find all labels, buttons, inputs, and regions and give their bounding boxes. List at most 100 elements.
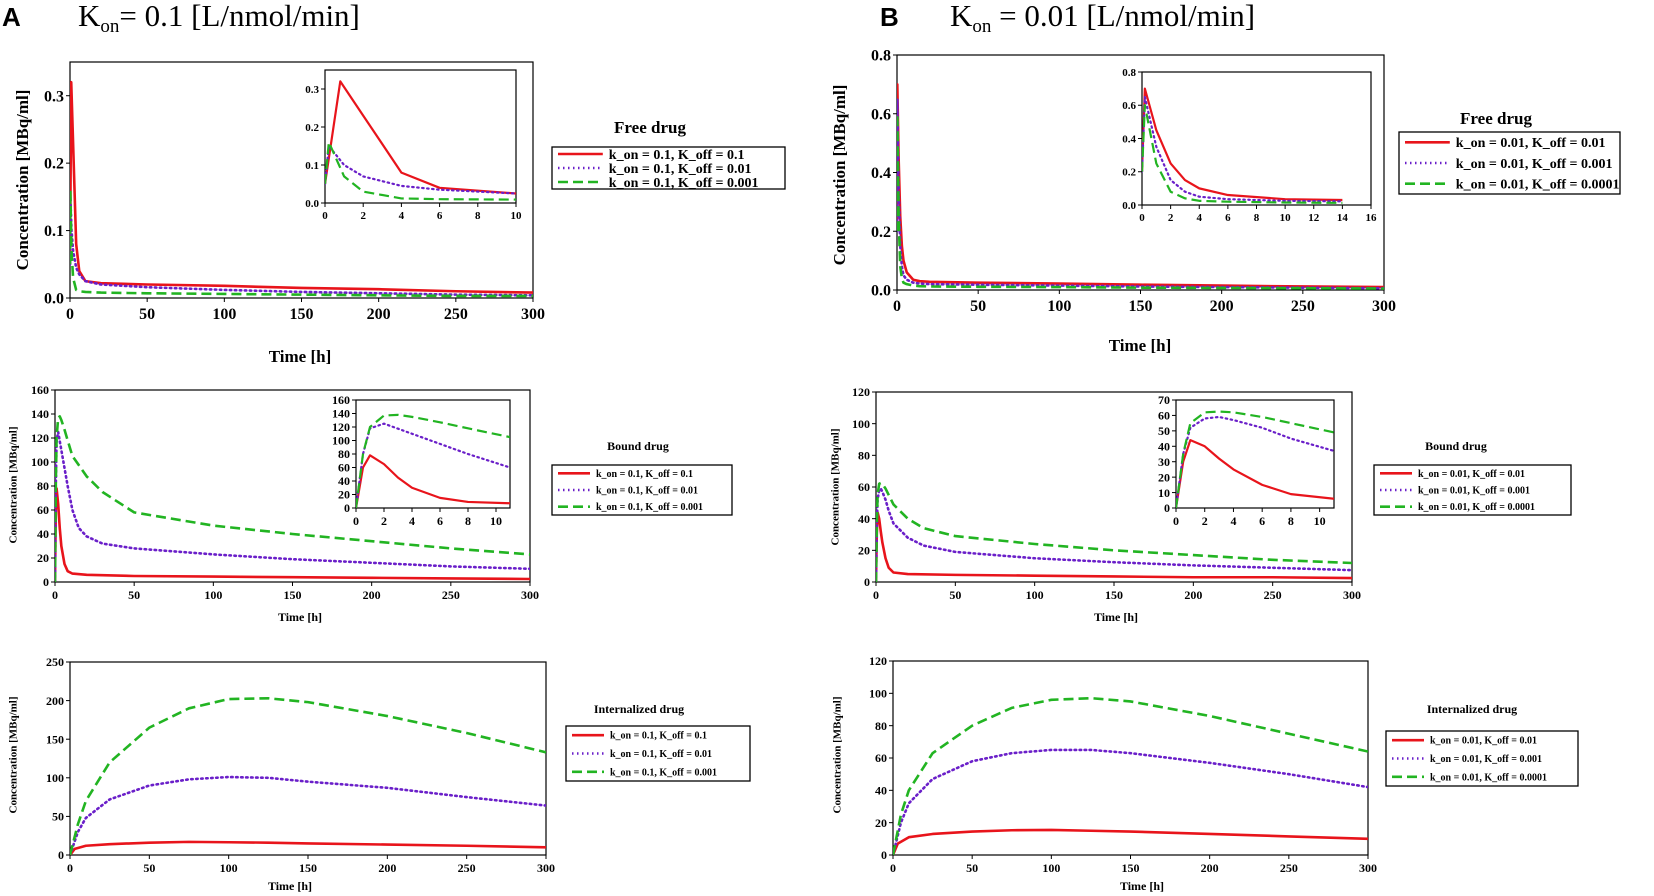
B-bound-y-tick-label: 0 <box>864 575 870 589</box>
A-internalized-y-axis-label: Concentration [MBq/ml] <box>8 696 20 813</box>
B-bound-y-tick-label: 60 <box>858 480 870 494</box>
B-bound-inset-y-tick-label: 40 <box>1158 439 1170 453</box>
A-internalized-y-tick-label: 0 <box>58 848 64 862</box>
B-internalized-y-tick-label: 40 <box>875 784 887 798</box>
B-internalized-series-2-line <box>893 748 1368 855</box>
A-bound-y-axis-label: Concentration [MBq/ml] <box>8 426 20 543</box>
B-internalized-x-tick-label: 250 <box>1280 861 1298 875</box>
A-internalized-x-tick-label: 0 <box>67 861 73 875</box>
B-free-x-tick-label: 50 <box>970 298 986 315</box>
A-bound-y-tick-label: 0 <box>43 575 49 589</box>
B-internalized-legend-label-2: k_on = 0.01, K_off = 0.001 <box>1430 754 1542 765</box>
B-internalized-y-tick-label: 20 <box>875 816 887 830</box>
B-bound-inset-y-tick-label: 10 <box>1158 486 1170 500</box>
B-internalized-x-tick-label: 200 <box>1201 861 1219 875</box>
B-bound-inset-y-tick-label: 50 <box>1158 424 1170 438</box>
B-free-inset-x-tick-label: 16 <box>1366 212 1378 224</box>
panel-b-title-prefix: K <box>950 0 973 33</box>
B-internalized-y-tick-label: 120 <box>869 654 887 668</box>
A-free-series-2-line <box>70 195 533 297</box>
B-bound-inset-plot-area <box>1175 399 1335 509</box>
A-internalized-y-tick-label: 150 <box>46 732 64 746</box>
A-bound-x-tick-label: 100 <box>204 588 222 602</box>
A-free-y-tick-label: 0.2 <box>44 156 64 173</box>
A-free-inset-x-tick-label: 8 <box>475 210 481 222</box>
B-free-inset-x-tick-label: 14 <box>1337 212 1349 224</box>
A-bound-inset-series-2-line <box>356 422 510 508</box>
B-free-x-tick-label: 100 <box>1047 298 1071 315</box>
B-free-inset-x-tick-label: 6 <box>1225 212 1231 224</box>
A-free-legend-title: Free drug <box>614 118 686 137</box>
A-bound-inset-y-tick-label: 100 <box>332 434 350 448</box>
A-free-series-3-line <box>70 188 533 298</box>
A-internalized-legend-title: Internalized drug <box>594 702 684 716</box>
B-free-inset-y-tick-label: 0.0 <box>1122 200 1136 212</box>
A-bound-inset-x-tick-label: 2 <box>381 514 387 528</box>
A-internalized-series-3-line <box>70 696 546 855</box>
B-internalized-plot-area <box>892 660 1369 856</box>
A-free-series-1-line <box>70 80 533 294</box>
B-free-y-tick-label: 0.0 <box>871 283 891 300</box>
A-free-inset-x-tick-label: 10 <box>511 210 523 222</box>
B-free-x-tick-label: 300 <box>1372 298 1396 315</box>
A-free-inset-y-tick-label: 0.1 <box>305 160 319 172</box>
B-free-inset-y-tick-label: 0.6 <box>1122 100 1136 112</box>
A-bound-x-tick-label: 250 <box>442 588 460 602</box>
A-bound-x-tick-label: 300 <box>521 588 539 602</box>
B-bound-x-tick-label: 300 <box>1343 588 1361 602</box>
B-internalized-x-tick-label: 50 <box>966 861 978 875</box>
A-free-inset-y-tick-label: 0.3 <box>305 84 319 96</box>
A-bound-y-tick-label: 20 <box>37 551 49 565</box>
B-free-legend-label-3: k_on = 0.01, K_off = 0.0001 <box>1456 178 1620 193</box>
B-free-inset-series-2-line <box>1142 95 1344 203</box>
panel-a-title-prefix: K <box>78 0 101 33</box>
B-free-inset-x-tick-label: 2 <box>1168 212 1174 224</box>
A-bound-y-tick-label: 40 <box>37 527 49 541</box>
B-internalized-y-tick-label: 80 <box>875 719 887 733</box>
B-internalized-y-tick-label: 0 <box>881 848 887 862</box>
A-free-y-tick-label: 0.0 <box>44 291 64 308</box>
A-bound-inset-y-tick-label: 40 <box>338 474 350 488</box>
A-free-x-tick-label: 150 <box>290 306 314 323</box>
B-bound-legend-label-1: k_on = 0.01, K_off = 0.01 <box>1418 469 1525 480</box>
B-free-inset-series-1-line <box>1142 87 1343 202</box>
A-internalized-x-tick-label: 200 <box>378 861 396 875</box>
A-internalized-y-tick-label: 200 <box>46 694 64 708</box>
B-free-legend-title: Free drug <box>1460 109 1532 128</box>
B-bound-inset-x-tick-label: 6 <box>1259 514 1265 528</box>
B-bound-legend-label-2: k_on = 0.01, K_off = 0.001 <box>1418 486 1530 497</box>
A-bound-inset-y-tick-label: 80 <box>338 447 350 461</box>
A-free-inset: 0 2 4 6 8 10 0.0 0.1 0.2 0.3 <box>305 69 523 222</box>
panel-b-title-suffix: = 0.01 [L/nmol/min] <box>991 0 1256 33</box>
A-bound-series-3-line <box>55 415 530 582</box>
A-internalized-legend-label-2: k_on = 0.1, K_off = 0.01 <box>610 749 712 760</box>
A-free-y-tick-label: 0.1 <box>44 223 64 240</box>
A-internalized-x-tick-label: 300 <box>537 861 555 875</box>
A-bound-y-tick-label: 100 <box>31 455 49 469</box>
A-free-legend: k_on = 0.1, K_off = 0.1k_on = 0.1, K_off… <box>551 146 786 191</box>
A-internalized-legend-label-3: k_on = 0.1, K_off = 0.001 <box>610 767 717 778</box>
B-bound-series-3-line <box>876 481 1352 582</box>
B-bound-inset-x-tick-label: 0 <box>1173 514 1179 528</box>
A-free-x-axis-label: Time [h] <box>269 347 332 366</box>
B-internalized-series-3-line <box>893 696 1368 855</box>
A-internalized-x-tick-label: 100 <box>220 861 238 875</box>
panel-a-letter: A <box>2 2 21 32</box>
B-free-legend: k_on = 0.01, K_off = 0.01 k_on = 0.01, K_… <box>1398 131 1621 195</box>
A-free-x-tick-label: 50 <box>139 306 155 323</box>
B-free-x-axis-label: Time [h] <box>1109 336 1172 355</box>
B-internalized-legend-title: Internalized drug <box>1427 702 1517 716</box>
B-bound-y-axis-label: Concentration [MBq/ml] <box>830 428 842 545</box>
chart-A-internalized: 0 50 100 150 200 250 300 0 50 100 150 200 250 Time [h… <box>8 655 751 893</box>
B-free-y-tick-label: 0.6 <box>871 106 891 123</box>
A-bound-y-tick-label: 120 <box>31 431 49 445</box>
A-free-inset-y-tick-label: 0.0 <box>305 198 319 210</box>
A-bound-x-tick-label: 0 <box>52 588 58 602</box>
B-internalized-x-axis-label: Time [h] <box>1120 879 1164 893</box>
B-bound-legend-title: Bound drug <box>1425 439 1487 453</box>
B-free-y-tick-label: 0.8 <box>871 48 891 65</box>
A-internalized-legend: k_on = 0.1, K_off = 0.1 k_on = 0.1, K_off… <box>565 725 751 782</box>
